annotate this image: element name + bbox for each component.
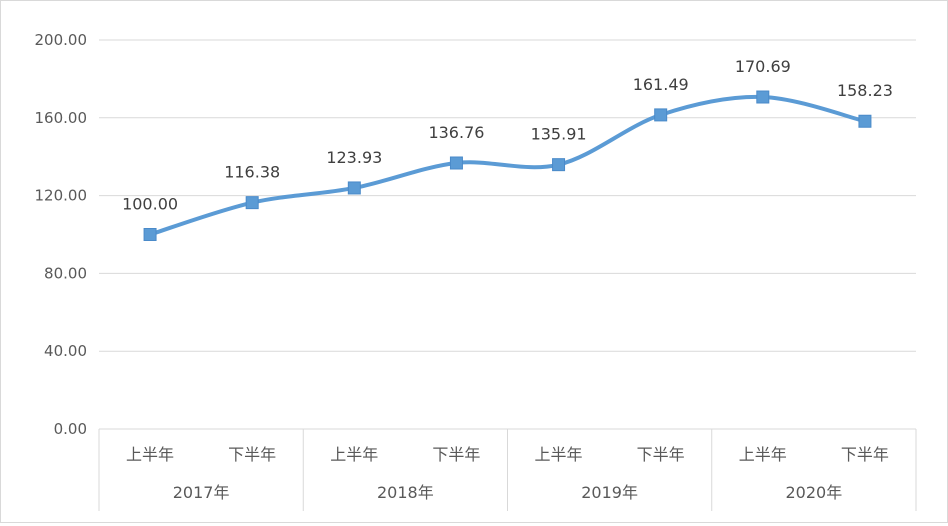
series-markers — [143, 90, 872, 241]
data-point-marker — [654, 108, 668, 122]
data-point-marker — [449, 156, 463, 170]
x-category-label: 下半年 — [841, 445, 889, 464]
x-category-label: 上半年 — [739, 445, 787, 464]
data-label: 116.38 — [224, 163, 280, 182]
data-label: 136.76 — [428, 123, 484, 142]
data-labels: 100.00 116.38 123.93 136.76 135.91 161.49 170.… — [122, 57, 893, 213]
x-group-label: 2017年 — [173, 483, 230, 502]
x-category-label: 上半年 — [126, 445, 174, 464]
series-line — [148, 94, 867, 237]
data-point-marker — [552, 158, 566, 172]
data-label: 158.23 — [837, 81, 893, 100]
x-axis: 上半年 下半年 上半年 下半年 上半年 下半年 上半年 下半年 2017年 2018年 2019年 2… — [98, 429, 917, 511]
data-label: 170.69 — [735, 57, 791, 76]
data-label: 161.49 — [633, 75, 689, 94]
y-tick-label: 200.00 — [35, 31, 88, 49]
x-category-label: 下半年 — [228, 445, 276, 464]
y-tick-label: 40.00 — [44, 342, 87, 360]
data-point-marker — [245, 196, 259, 210]
x-group-label: 2020年 — [786, 483, 843, 502]
x-category-label: 上半年 — [330, 445, 378, 464]
y-tick-label: 160.00 — [35, 109, 88, 127]
y-tick-label: 80.00 — [44, 264, 87, 282]
data-point-marker — [143, 228, 157, 241]
y-axis-tick-labels: 0.00 40.00 80.00 120.00 160.00 200.00 — [35, 31, 88, 438]
data-point-marker — [347, 181, 361, 195]
x-category-label: 上半年 — [535, 445, 583, 464]
x-category-label: 下半年 — [637, 445, 685, 464]
data-point-marker — [858, 114, 872, 128]
y-tick-label: 120.00 — [35, 187, 88, 205]
x-category-label: 下半年 — [432, 445, 480, 464]
x-group-label: 2018年 — [377, 483, 434, 502]
gridlines — [99, 39, 916, 430]
data-label: 135.91 — [531, 125, 587, 144]
data-label: 100.00 — [122, 195, 178, 214]
data-label: 123.93 — [326, 148, 382, 167]
data-point-marker — [756, 90, 770, 104]
y-tick-label: 0.00 — [54, 420, 87, 438]
x-group-label: 2019年 — [581, 483, 638, 502]
series-line-path — [148, 94, 867, 237]
